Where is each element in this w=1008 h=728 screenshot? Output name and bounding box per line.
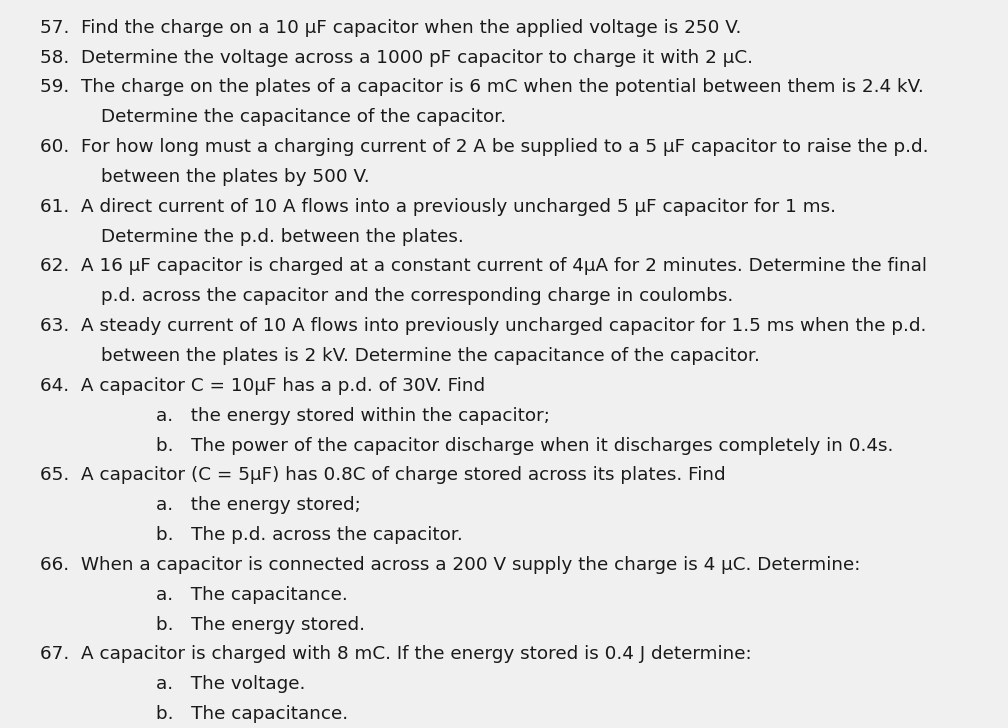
Text: a.   The capacitance.: a. The capacitance. — [156, 586, 348, 604]
Text: b.   The p.d. across the capacitor.: b. The p.d. across the capacitor. — [156, 526, 463, 544]
Text: Determine the capacitance of the capacitor.: Determine the capacitance of the capacit… — [101, 108, 506, 126]
Text: a.   the energy stored within the capacitor;: a. the energy stored within the capacito… — [156, 407, 550, 424]
Text: a.   The voltage.: a. The voltage. — [156, 676, 305, 693]
Text: Determine the p.d. between the plates.: Determine the p.d. between the plates. — [101, 228, 464, 245]
Text: b.   The capacitance.: b. The capacitance. — [156, 705, 349, 723]
Text: 65.  A capacitor (C = 5μF) has 0.8C of charge stored across its plates. Find: 65. A capacitor (C = 5μF) has 0.8C of ch… — [40, 467, 726, 484]
Text: between the plates is 2 kV. Determine the capacitance of the capacitor.: between the plates is 2 kV. Determine th… — [101, 347, 760, 365]
Text: 66.  When a capacitor is connected across a 200 V supply the charge is 4 μC. Det: 66. When a capacitor is connected across… — [40, 556, 861, 574]
Text: 63.  A steady current of 10 A flows into previously uncharged capacitor for 1.5 : 63. A steady current of 10 A flows into … — [40, 317, 926, 335]
Text: p.d. across the capacitor and the corresponding charge in coulombs.: p.d. across the capacitor and the corres… — [101, 288, 733, 305]
Text: a.   the energy stored;: a. the energy stored; — [156, 496, 361, 514]
Text: b.   The power of the capacitor discharge when it discharges completely in 0.4s.: b. The power of the capacitor discharge … — [156, 437, 894, 454]
Text: 60.  For how long must a charging current of 2 A be supplied to a 5 μF capacitor: 60. For how long must a charging current… — [40, 138, 928, 156]
Text: 62.  A 16 μF capacitor is charged at a constant current of 4μA for 2 minutes. De: 62. A 16 μF capacitor is charged at a co… — [40, 258, 927, 275]
Text: 67.  A capacitor is charged with 8 mC. If the energy stored is 0.4 J determine:: 67. A capacitor is charged with 8 mC. If… — [40, 646, 752, 663]
Text: 61.  A direct current of 10 A flows into a previously uncharged 5 μF capacitor f: 61. A direct current of 10 A flows into … — [40, 198, 837, 215]
Text: between the plates by 500 V.: between the plates by 500 V. — [101, 168, 369, 186]
Text: 64.  A capacitor C = 10μF has a p.d. of 30V. Find: 64. A capacitor C = 10μF has a p.d. of 3… — [40, 377, 486, 395]
Text: 58.  Determine the voltage across a 1000 pF capacitor to charge it with 2 μC.: 58. Determine the voltage across a 1000 … — [40, 49, 753, 66]
Text: b.   The energy stored.: b. The energy stored. — [156, 616, 365, 633]
Text: 59.  The charge on the plates of a capacitor is 6 mC when the potential between : 59. The charge on the plates of a capaci… — [40, 79, 924, 96]
Text: 57.  Find the charge on a 10 μF capacitor when the applied voltage is 250 V.: 57. Find the charge on a 10 μF capacitor… — [40, 19, 742, 36]
